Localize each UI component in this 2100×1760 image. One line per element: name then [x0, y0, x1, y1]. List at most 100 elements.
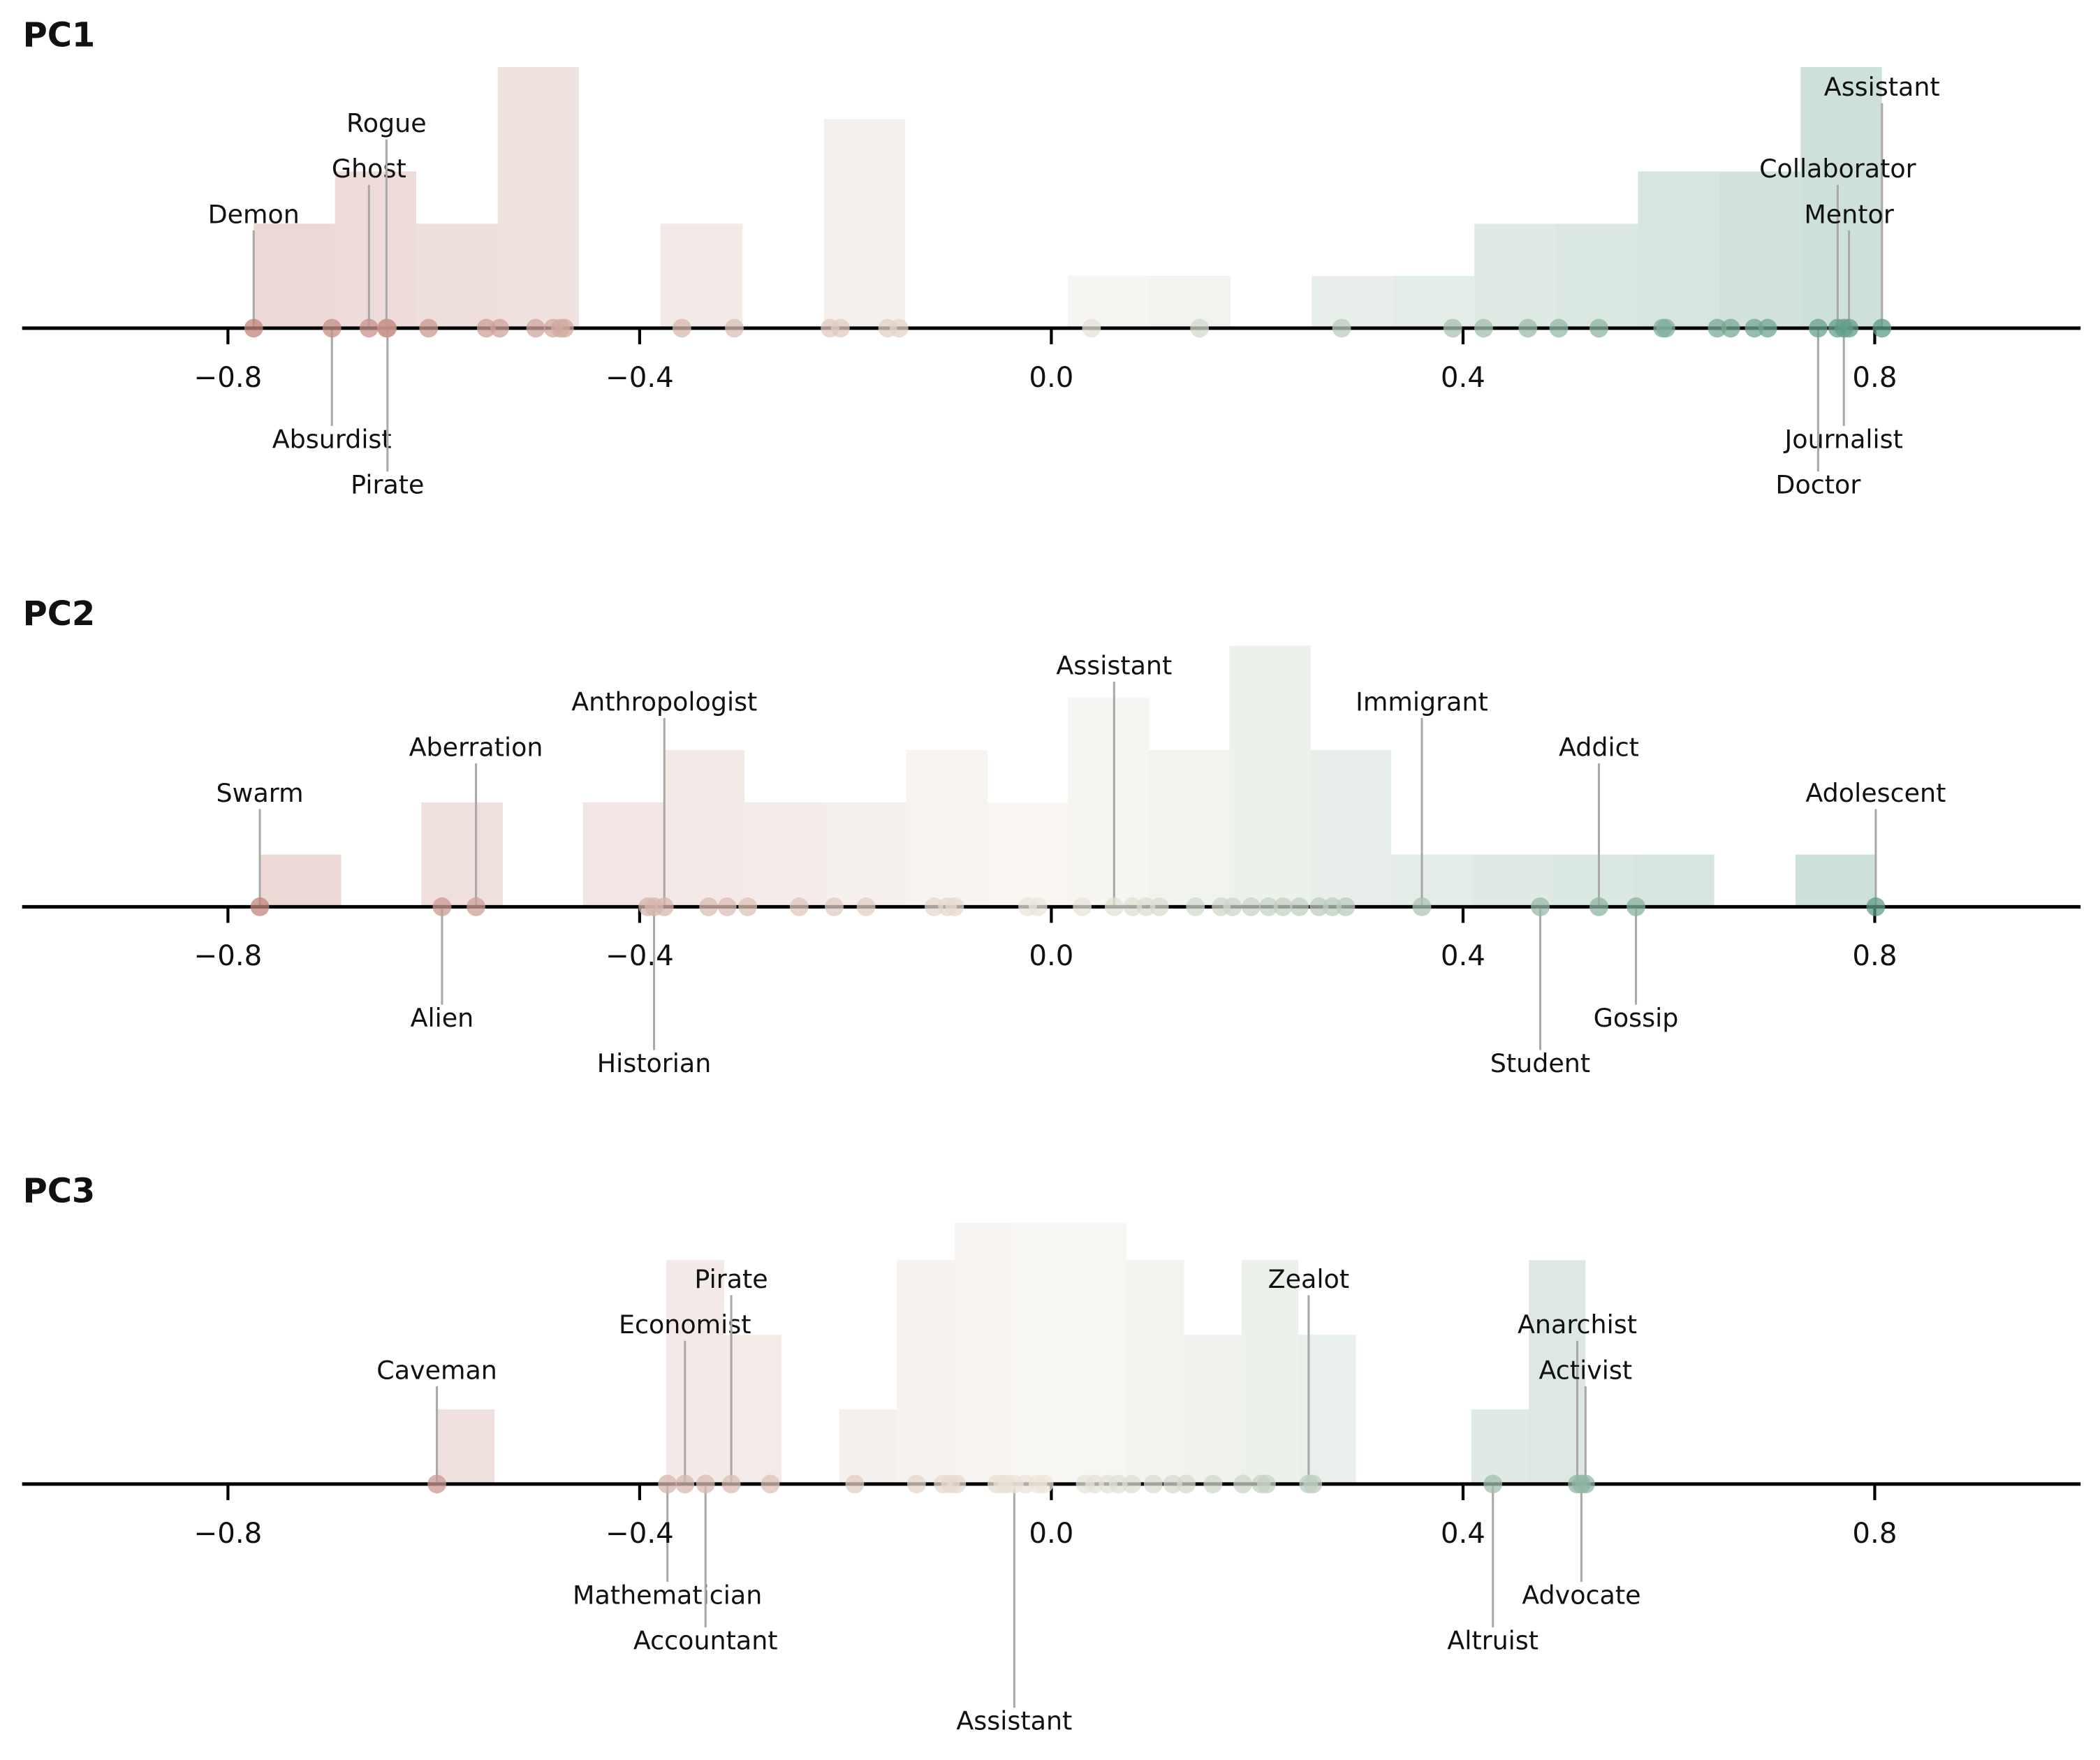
- point: [738, 897, 758, 916]
- histogram-bar: [335, 171, 417, 328]
- histogram-bar: [1633, 854, 1714, 907]
- point: [1656, 318, 1675, 338]
- histogram-bar: [582, 802, 665, 907]
- point: [1123, 897, 1143, 916]
- histogram-bar: [1393, 276, 1475, 328]
- point: [244, 318, 263, 338]
- point-label: Assistant: [1824, 72, 1940, 102]
- point: [654, 897, 674, 916]
- point: [1576, 1474, 1595, 1494]
- histogram-bar: [1011, 1222, 1069, 1484]
- point: [830, 318, 850, 338]
- point-label: Anarchist: [1518, 1310, 1637, 1340]
- histogram-bar: [1471, 1409, 1529, 1484]
- x-tick-label: 0.4: [1441, 362, 1485, 394]
- histogram-bar: [1390, 854, 1473, 907]
- point: [1290, 897, 1309, 916]
- histogram-bar: [825, 802, 906, 907]
- histogram-bar: [1298, 1335, 1356, 1484]
- point: [1518, 318, 1538, 338]
- point-label: Anthropologist: [571, 687, 757, 717]
- point: [1150, 897, 1169, 916]
- point-label: Altruist: [1447, 1626, 1539, 1656]
- point: [1108, 1474, 1128, 1494]
- point-label: Student: [1490, 1048, 1590, 1078]
- point: [1190, 318, 1210, 338]
- point: [1257, 1474, 1276, 1494]
- point: [699, 897, 719, 916]
- panel-title: PC3: [23, 1173, 96, 1211]
- point: [467, 897, 486, 916]
- point-label: Addict: [1559, 733, 1639, 763]
- point-label: Doctor: [1775, 470, 1860, 500]
- point: [725, 318, 744, 338]
- point: [1549, 318, 1569, 338]
- point: [1332, 318, 1351, 338]
- histogram-bar: [1242, 1260, 1299, 1484]
- point: [1034, 1474, 1054, 1494]
- panel-title: PC1: [23, 17, 96, 55]
- point: [1336, 897, 1356, 916]
- point: [1531, 897, 1550, 916]
- histogram-bar: [666, 1260, 724, 1484]
- histogram-bar: [839, 1409, 897, 1484]
- point-label: Ghost: [332, 154, 406, 184]
- point-label: Immigrant: [1356, 687, 1488, 717]
- point: [924, 897, 943, 916]
- point: [1241, 897, 1261, 916]
- x-tick-label: −0.8: [194, 1518, 263, 1550]
- histogram-bar: [254, 223, 335, 328]
- point: [1443, 318, 1462, 338]
- histogram-bar: [1184, 1335, 1242, 1484]
- point: [432, 897, 452, 916]
- point: [945, 897, 964, 916]
- histogram-bar: [497, 66, 579, 328]
- point: [476, 318, 496, 338]
- point: [1163, 1474, 1182, 1494]
- x-tick-label: 0.8: [1852, 940, 1897, 972]
- point: [1203, 1474, 1223, 1494]
- point: [947, 1474, 967, 1494]
- point: [658, 1474, 677, 1494]
- histogram-bar: [1149, 276, 1231, 328]
- point: [1840, 318, 1859, 338]
- panel-title: PC2: [23, 595, 96, 633]
- point: [1808, 318, 1828, 338]
- point-label: Mentor: [1804, 199, 1893, 229]
- x-tick-label: −0.8: [194, 362, 263, 394]
- point: [675, 1474, 695, 1494]
- point: [1483, 1474, 1503, 1494]
- point: [555, 318, 574, 338]
- point: [1223, 897, 1242, 916]
- histogram-bar: [744, 802, 826, 907]
- x-tick-label: 0.0: [1029, 362, 1073, 394]
- histogram-bar: [1310, 749, 1391, 907]
- x-tick-label: 0.8: [1852, 362, 1897, 394]
- point-label: Aberration: [409, 733, 543, 763]
- point: [721, 1474, 741, 1494]
- histogram-bar: [260, 854, 342, 907]
- histogram-bar: [1149, 749, 1230, 907]
- point: [1872, 318, 1892, 338]
- point-label: Alien: [411, 1003, 474, 1033]
- point-label: Historian: [597, 1048, 712, 1078]
- point: [490, 318, 509, 338]
- point-label: Pirate: [694, 1264, 768, 1294]
- x-tick-label: 0.8: [1852, 1518, 1897, 1550]
- point: [889, 318, 909, 338]
- histogram-bar: [897, 1260, 955, 1484]
- histogram-bar: [1067, 276, 1150, 328]
- point: [1104, 897, 1124, 916]
- histogram-bar: [987, 802, 1068, 907]
- point: [1273, 897, 1293, 916]
- point: [1258, 897, 1278, 916]
- bars: [254, 66, 1882, 328]
- histogram-bar: [660, 223, 743, 328]
- histogram-bar: [1719, 171, 1801, 328]
- point: [1589, 318, 1608, 338]
- point: [322, 318, 342, 338]
- x-tick-label: −0.4: [605, 1518, 674, 1550]
- point: [1589, 897, 1608, 916]
- point-label: Journalist: [1784, 424, 1903, 454]
- point: [1233, 1474, 1252, 1494]
